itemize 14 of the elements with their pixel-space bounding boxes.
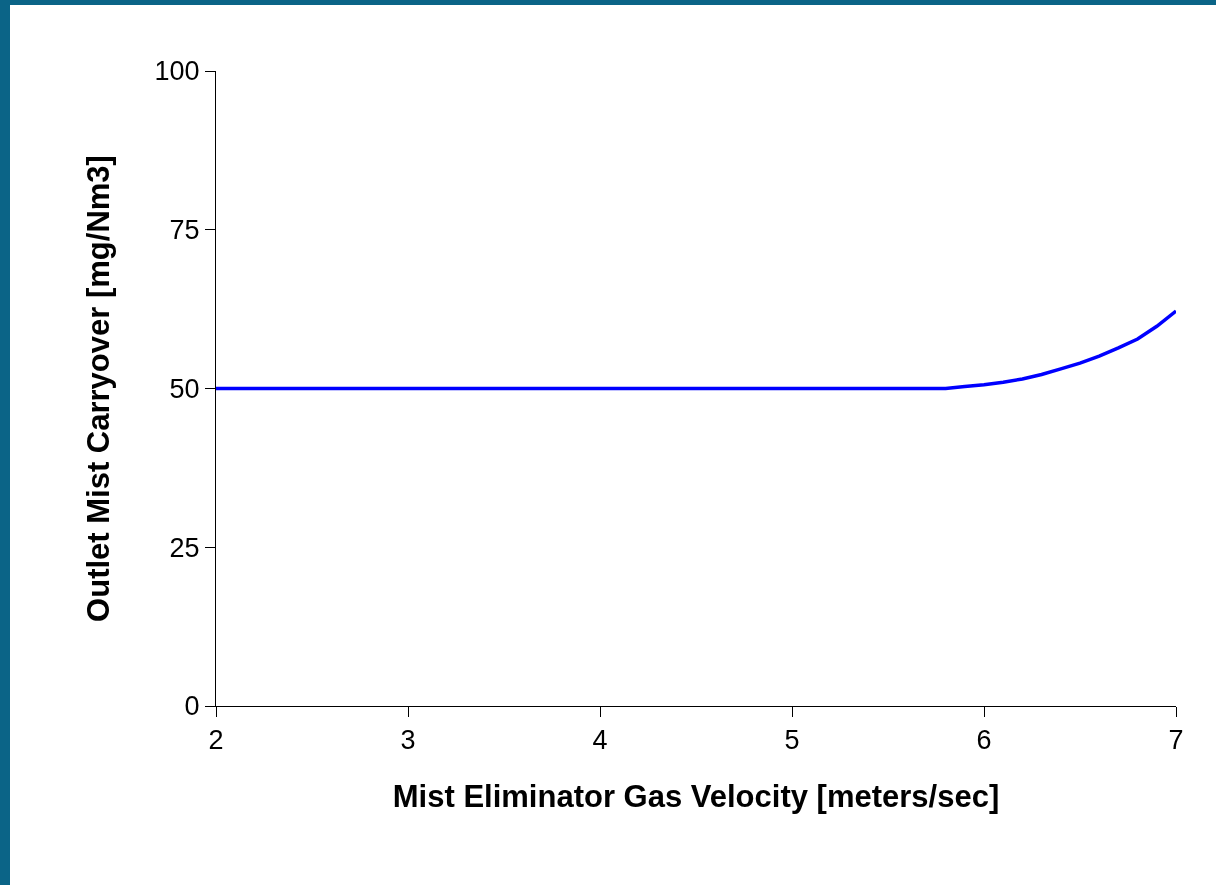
x-tick-label: 3 xyxy=(400,725,416,756)
y-tick-label: 100 xyxy=(154,56,200,87)
y-tick-label: 50 xyxy=(169,373,200,404)
y-axis-title: Outlet Mist Carryover [mg/Nm3] xyxy=(81,155,117,622)
x-tick-label: 6 xyxy=(976,725,992,756)
x-axis-title: Mist Eliminator Gas Velocity [meters/sec] xyxy=(392,778,1000,814)
y-tick-label: 25 xyxy=(169,532,200,563)
y-tick-label: 0 xyxy=(184,691,200,722)
y-tick-label: 75 xyxy=(169,215,200,246)
x-tick-label: 4 xyxy=(592,725,608,756)
line-series xyxy=(216,309,1176,391)
x-tick-label: 7 xyxy=(1168,725,1184,756)
x-tick-label: 5 xyxy=(784,725,800,756)
x-tick-label: 2 xyxy=(208,725,224,756)
